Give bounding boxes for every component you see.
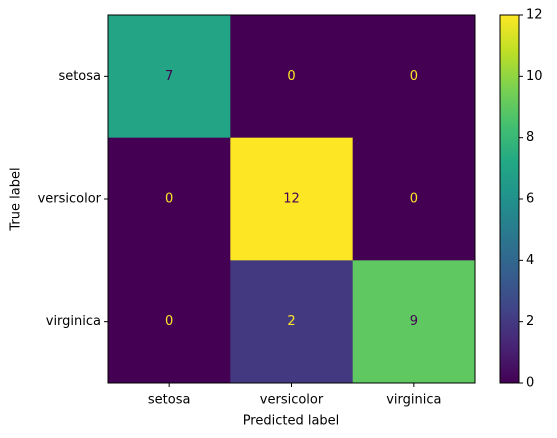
x-tick-label: virginica — [386, 393, 441, 408]
cell — [230, 137, 354, 261]
colorbar — [499, 14, 520, 384]
colorbar-tick-label: 10 — [526, 69, 543, 84]
cell-label: 0 — [410, 192, 418, 207]
cell — [230, 15, 354, 139]
cell-label: 0 — [165, 314, 173, 329]
x-tick-label: setosa — [148, 393, 191, 408]
y-tick-label: versicolor — [38, 192, 102, 207]
y-axis-label: True label — [9, 167, 24, 231]
colorbar-tick-label: 8 — [526, 130, 534, 145]
cell-label: 0 — [410, 69, 418, 84]
colorbar-tick-label: 6 — [526, 192, 534, 207]
colorbar-tick-label: 12 — [526, 8, 543, 23]
cell — [108, 15, 231, 139]
cell-label: 0 — [165, 192, 173, 207]
y-tick-label: virginica — [46, 314, 101, 329]
cell-label: 2 — [287, 314, 295, 329]
y-tick-label: setosa — [58, 69, 101, 84]
x-axis-label: Predicted label — [243, 414, 340, 429]
cell — [352, 15, 476, 139]
cell — [108, 260, 231, 384]
cell — [230, 260, 354, 384]
cell — [352, 137, 476, 261]
cell — [352, 260, 476, 384]
colorbar-tick-label: 4 — [526, 253, 534, 268]
x-tick-label: versicolor — [260, 393, 324, 408]
cell-label: 0 — [287, 69, 295, 84]
colorbar-tick-label: 0 — [526, 376, 534, 391]
cell-label: 7 — [165, 69, 173, 84]
cell — [108, 137, 231, 261]
cell-label: 9 — [410, 314, 418, 329]
cell-label: 12 — [283, 192, 300, 207]
colorbar-tick-label: 2 — [526, 314, 534, 329]
